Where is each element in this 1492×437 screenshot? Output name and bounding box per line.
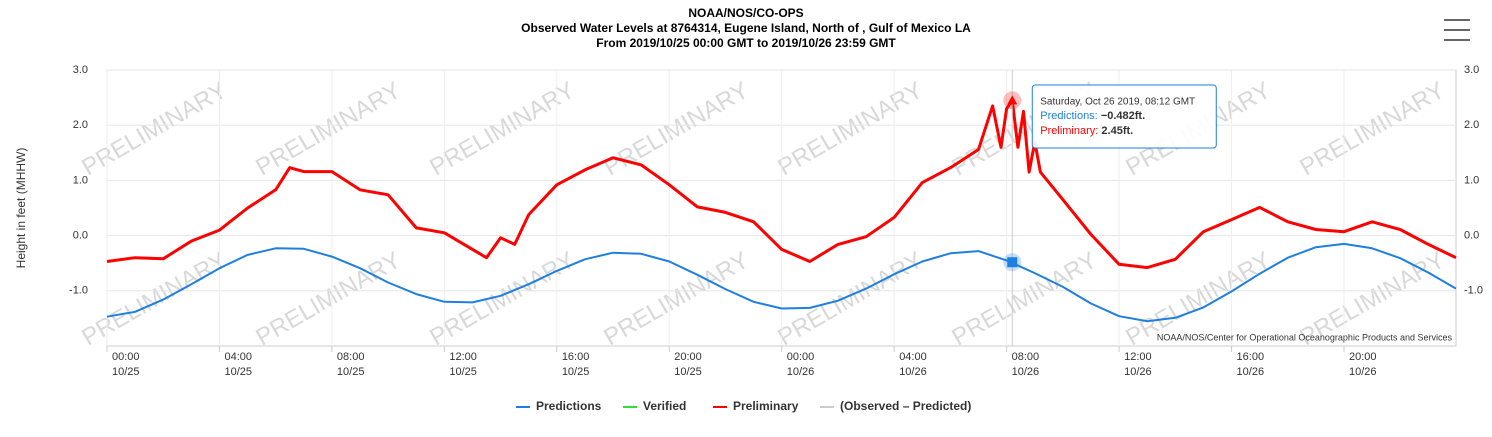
y2-tick-label: -1.0	[1464, 285, 1483, 297]
chart-subtitle: Observed Water Levels at 8764314, Eugene…	[521, 21, 971, 35]
tooltip-title: Saturday, Oct 26 2019, 08:12 GMT	[1040, 97, 1195, 108]
y2-tick-label: 2.0	[1464, 119, 1479, 131]
x-tick-label: 10/26	[1012, 366, 1040, 378]
x-tick-label: 10/25	[562, 366, 590, 378]
x-tick-label: 10/25	[674, 366, 702, 378]
hover-marker	[1007, 257, 1018, 268]
chart-title: NOAA/NOS/CO-OPS	[688, 6, 803, 20]
x-tick-label: 20:00	[674, 351, 702, 363]
x-tick-label: 10/26	[1237, 366, 1265, 378]
y2-tick-label: 1.0	[1464, 174, 1479, 186]
tooltip-series-name: Preliminary:	[1040, 125, 1098, 137]
y-tick-label: -1.0	[69, 285, 88, 297]
x-tick-label: 10/26	[899, 366, 927, 378]
x-tick-label: 00:00	[787, 351, 815, 363]
tooltip-value: 2.45ft.	[1101, 125, 1133, 137]
legend-item[interactable]: Predictions	[516, 399, 602, 413]
x-tick-label: 12:00	[1124, 351, 1152, 363]
series-line	[106, 242, 1457, 323]
credit: NOAA/NOS/Center for Operational Oceanogr…	[1157, 332, 1453, 342]
legend-item[interactable]: Verified	[623, 399, 686, 413]
x-tick-label: 00:00	[112, 351, 140, 363]
y2-tick-label: 3.0	[1464, 64, 1479, 76]
x-tick-label: 04:00	[899, 351, 927, 363]
x-tick-label: 10/25	[337, 366, 365, 378]
x-tick-label: 16:00	[562, 351, 590, 363]
legend-label: Verified	[643, 399, 686, 413]
chart-subtitle: From 2019/10/25 00:00 GMT to 2019/10/26 …	[596, 36, 896, 50]
menu-button[interactable]	[1438, 14, 1476, 46]
series-line	[106, 98, 1457, 270]
legend-item[interactable]: (Observed – Predicted)	[820, 399, 971, 413]
x-tick-label: 08:00	[1012, 351, 1040, 363]
legend-label: Preliminary	[733, 399, 799, 413]
x-tick-label: 10/25	[449, 366, 477, 378]
x-tick-label: 12:00	[449, 351, 477, 363]
x-tick-label: 16:00	[1237, 351, 1265, 363]
x-tick-label: 10/25	[224, 366, 252, 378]
tooltip-value: −0.482ft.	[1101, 110, 1145, 122]
x-tick-label: 10/25	[112, 366, 140, 378]
y-axis-label: Height in feet (MHHW)	[14, 148, 28, 269]
tooltip-box	[1031, 84, 1217, 149]
x-tick-label: 20:00	[1349, 351, 1377, 363]
y-tick-label: 1.0	[73, 174, 88, 186]
y-tick-label: 3.0	[73, 64, 88, 76]
tooltip-item: Predictions: −0.482ft.	[1040, 110, 1145, 122]
y2-tick-label: 0.0	[1464, 230, 1479, 242]
hover-marker	[1007, 95, 1018, 105]
x-tick-label: 10/26	[1124, 366, 1152, 378]
y-tick-label: 0.0	[73, 230, 88, 242]
legend-label: (Observed – Predicted)	[840, 399, 971, 413]
x-tick-label: 08:00	[337, 351, 365, 363]
legend-item[interactable]: Preliminary	[713, 399, 799, 413]
tooltip-series-name: Predictions:	[1040, 110, 1097, 122]
tooltip-item: Preliminary: 2.45ft.	[1040, 125, 1133, 137]
y-tick-label: 2.0	[73, 119, 88, 131]
x-tick-label: 04:00	[224, 351, 252, 363]
x-tick-label: 10/26	[1349, 366, 1377, 378]
legend-label: Predictions	[536, 399, 602, 413]
x-tick-label: 10/26	[787, 366, 815, 378]
